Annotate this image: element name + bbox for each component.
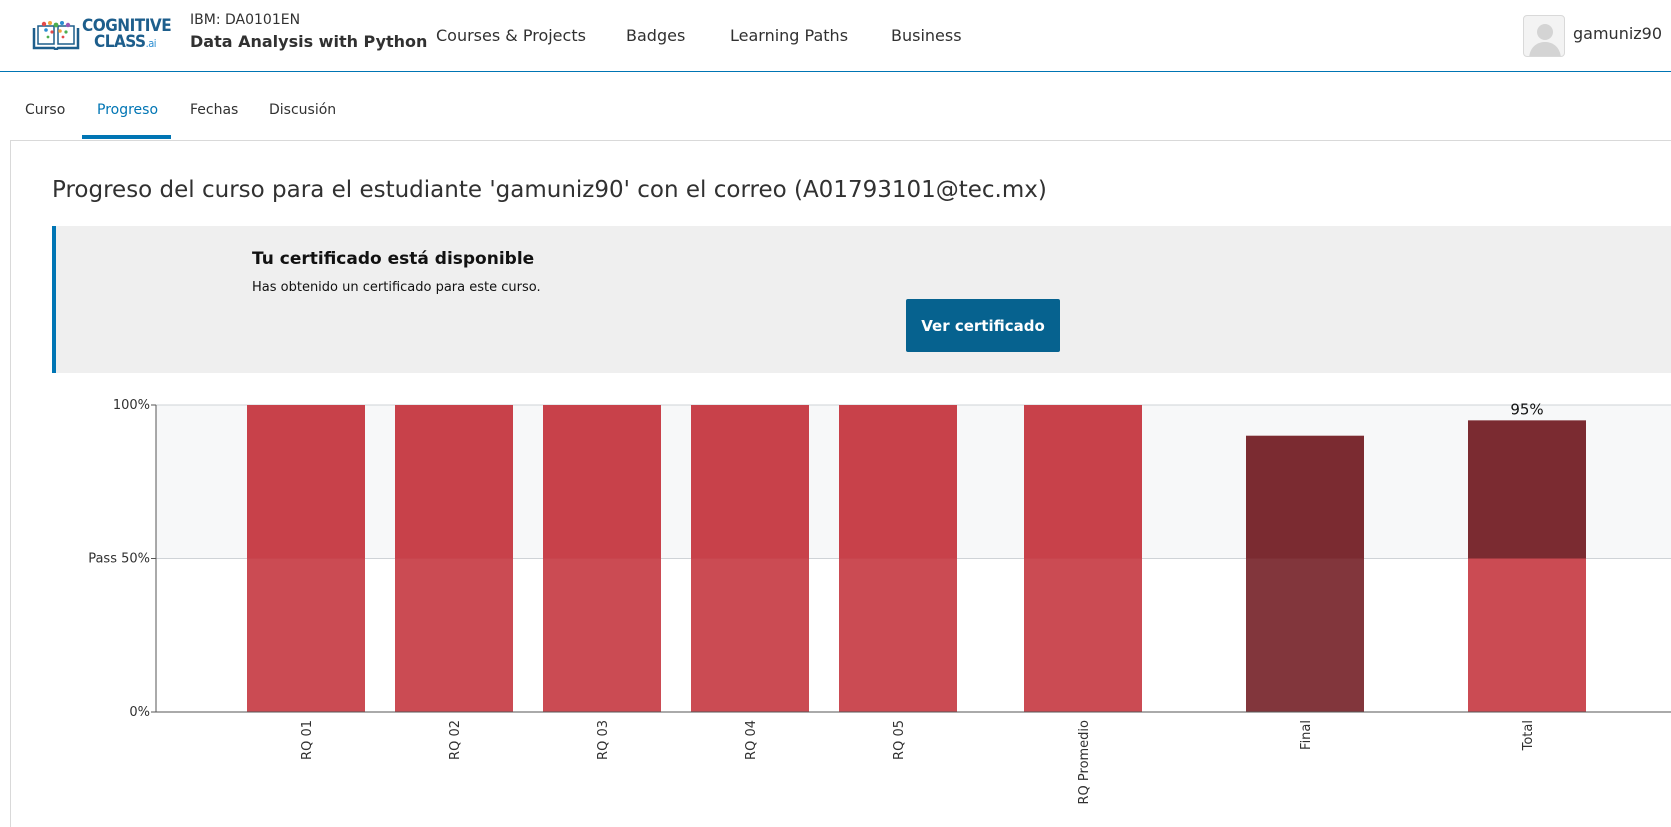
tab-progreso[interactable]: Progreso	[97, 102, 159, 118]
bar-rq-02-upper	[395, 405, 513, 559]
cognitive-class-logo[interactable]: COGNITIVE CLASS.ai	[32, 16, 172, 52]
y-tick-label-0: 0%	[129, 705, 150, 720]
bar-rq-01-lower	[247, 558, 365, 712]
course-tabs: Curso Progreso Fechas Discusión	[0, 72, 1671, 140]
page-title: Progreso del curso para el estudiante 'g…	[52, 177, 1047, 203]
bar-rq-02-lower	[395, 558, 513, 712]
bar-rq-promedio-lower	[1024, 558, 1142, 712]
book-logo-icon	[32, 21, 80, 50]
x-tick-rq-01: RQ 01	[300, 720, 315, 760]
x-tick-rq-05: RQ 05	[892, 720, 907, 760]
bar-rq-05-upper	[839, 405, 957, 559]
x-tick-total: Total	[1521, 720, 1536, 751]
y-tick-label-2: 100%	[113, 398, 150, 413]
bar-final-upper	[1246, 435, 1364, 559]
bar-total-lower	[1468, 558, 1586, 712]
bar-rq-03-upper	[543, 405, 661, 559]
x-tick-rq-02: RQ 02	[448, 720, 463, 760]
y-tick-label-1: Pass 50%	[88, 552, 150, 567]
certificate-title: Tu certificado está disponible	[252, 249, 535, 269]
bar-rq-04-upper	[691, 405, 809, 559]
x-tick-rq-03: RQ 03	[596, 720, 611, 760]
nav-business[interactable]: Business	[891, 26, 962, 45]
bar-rq-04-lower	[691, 558, 809, 712]
x-tick-rq-04: RQ 04	[744, 720, 759, 760]
tab-fechas[interactable]: Fechas	[190, 102, 239, 118]
username[interactable]: gamuniz90	[1573, 24, 1663, 43]
certificate-banner: Tu certificado está disponible Has obten…	[52, 226, 1671, 373]
tab-curso[interactable]: Curso	[25, 102, 66, 118]
nav-badges[interactable]: Badges	[626, 26, 686, 45]
avatar-silhouette-icon	[1529, 24, 1561, 56]
active-tab-indicator	[82, 135, 171, 139]
logo-text: COGNITIVE CLASS.ai	[82, 16, 172, 52]
bar-rq-01-upper	[247, 405, 365, 559]
nav-courses-projects[interactable]: Courses & Projects	[436, 26, 586, 45]
x-tick-rq-promedio: RQ Promedio	[1077, 720, 1092, 805]
course-name: Data Analysis with Python	[190, 32, 428, 51]
bar-rq-03-lower	[543, 558, 661, 712]
course-code: IBM: DA0101EN	[190, 12, 301, 28]
view-certificate-button[interactable]: Ver certificado	[906, 299, 1060, 352]
x-tick-final: Final	[1299, 720, 1314, 750]
bar-total-upper	[1468, 420, 1586, 559]
bar-final-lower	[1246, 558, 1364, 712]
bar-rq-05-lower	[839, 558, 957, 712]
user-avatar-icon[interactable]	[1523, 15, 1565, 57]
bar-rq-promedio-upper	[1024, 405, 1142, 559]
progress-content: Progreso del curso para el estudiante 'g…	[10, 140, 1671, 827]
certificate-description: Has obtenido un certificado para este cu…	[252, 280, 541, 295]
nav-learning-paths[interactable]: Learning Paths	[730, 26, 849, 45]
site-header: COGNITIVE CLASS.ai IBM: DA0101EN Data An…	[0, 0, 1671, 72]
data-label-total: 95%	[1510, 400, 1543, 418]
tab-discusion[interactable]: Discusión	[269, 102, 337, 118]
